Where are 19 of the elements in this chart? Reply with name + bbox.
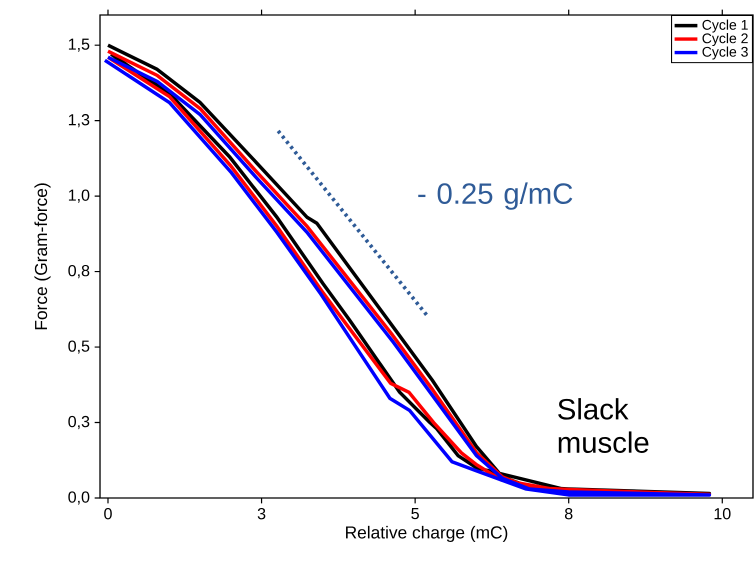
legend-label: Cycle 1 [702, 20, 748, 33]
y-tick-label: 0,0 [68, 491, 90, 505]
x-tick-label: 5 [411, 508, 419, 520]
x-tick-label: 10 [714, 508, 731, 520]
x-tick-label: 0 [104, 508, 112, 520]
y-axis-title: Force (Gram-force) [34, 183, 51, 330]
x-tick-label: 3 [258, 508, 266, 520]
annotation: - 0.25 g/mC [418, 182, 572, 210]
y-tick-label: 0,8 [68, 264, 90, 278]
y-tick-label: 1,3 [68, 114, 90, 128]
y-tick-label: 0,3 [68, 416, 90, 430]
x-axis-title: Relative charge (mC) [346, 526, 508, 542]
legend-label: Cycle 3 [702, 46, 748, 60]
x-tick-label: 8 [564, 508, 572, 520]
annotation: Slack muscle [558, 398, 648, 453]
y-tick-label: 0,5 [68, 340, 90, 354]
y-tick-label: 1,5 [68, 38, 90, 52]
y-tick-label: 1,0 [68, 190, 90, 203]
legend-label: Cycle 2 [702, 33, 748, 46]
